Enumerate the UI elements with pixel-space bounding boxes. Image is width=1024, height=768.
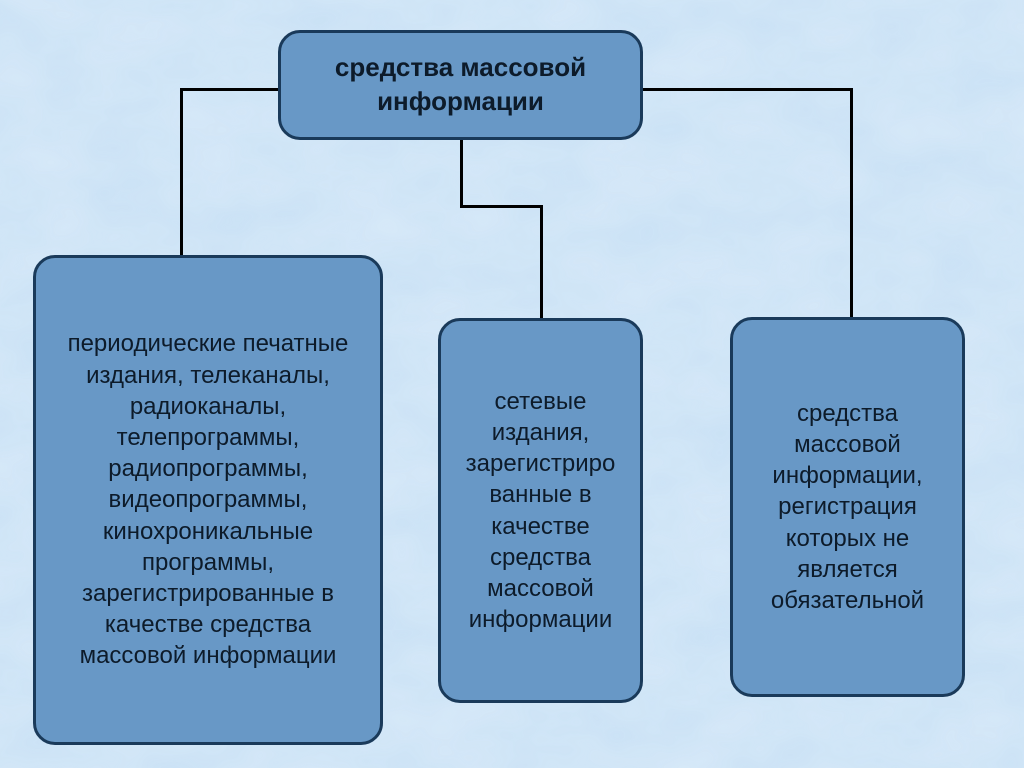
connector [641, 88, 853, 91]
root-label: средства массовой информации [295, 51, 626, 119]
child-node-3: средства массовой информации, регистраци… [730, 317, 965, 697]
child-label: средства массовой информации, регистраци… [747, 398, 948, 616]
connector [460, 205, 540, 208]
connector [850, 88, 853, 320]
connector [180, 88, 183, 258]
child-node-1: периодические печатные издания, телекана… [33, 255, 383, 745]
connector [540, 205, 543, 320]
connector [180, 88, 278, 91]
diagram-canvas: средства массовой информации периодическ… [0, 0, 1024, 768]
connector [460, 138, 463, 208]
child-label: периодические печатные издания, телекана… [50, 328, 366, 671]
child-label: сетевые издания, зарегистриро ванные в к… [455, 386, 626, 636]
child-node-2: сетевые издания, зарегистриро ванные в к… [438, 318, 643, 703]
root-node: средства массовой информации [278, 30, 643, 140]
